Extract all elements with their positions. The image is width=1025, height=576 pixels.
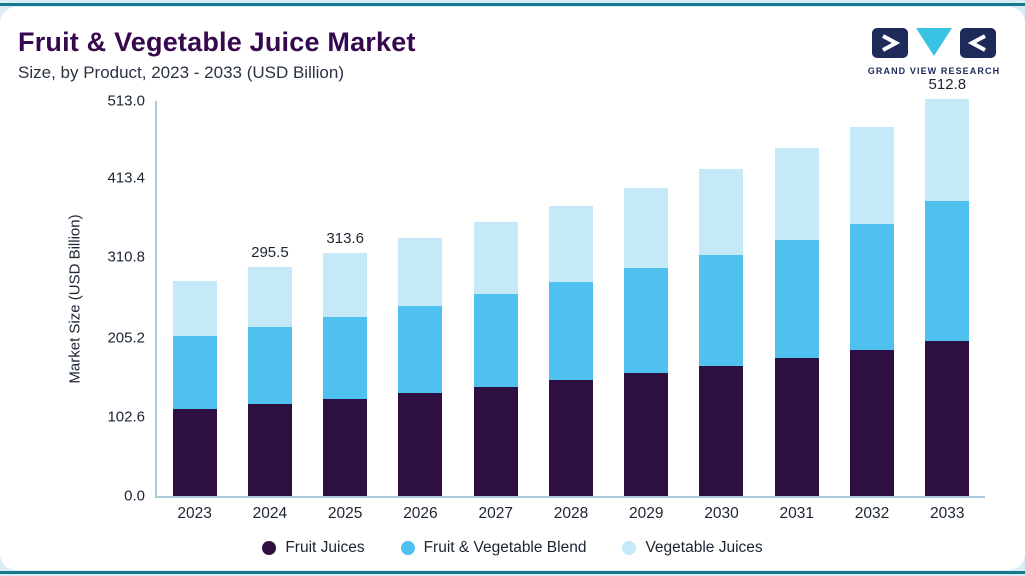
- bar-stack-2030: [699, 168, 744, 496]
- chart-card: Fruit & Vegetable Juice Market Size, by …: [0, 7, 1025, 570]
- segment-vegetable-juices-2023[interactable]: [172, 280, 217, 337]
- bottom-accent-line: [0, 571, 1025, 574]
- x-tick-2028: 2028: [553, 505, 589, 522]
- bar-stack-2024: [247, 267, 292, 496]
- segment-fruit-vegetable-blend-2024[interactable]: [247, 326, 292, 405]
- x-tick-2025: 2025: [327, 505, 363, 522]
- y-tick-205-2: 205.2: [107, 329, 145, 347]
- x-tick-2032: 2032: [854, 505, 890, 522]
- segment-vegetable-juices-2033[interactable]: [925, 99, 970, 201]
- legend-item-fruit-vegetable-blend[interactable]: Fruit & Vegetable Blend: [400, 539, 587, 557]
- bar-2026[interactable]: [383, 238, 458, 496]
- x-tick-2033: 2033: [930, 505, 965, 522]
- y-tick-310-8: 310.8: [107, 248, 145, 266]
- legend-label-fruit-vegetable-blend: Fruit & Vegetable Blend: [423, 539, 587, 556]
- bar-total-label-2025: 313.6: [326, 230, 364, 248]
- bar-2028[interactable]: [533, 205, 608, 496]
- segment-fruit-vegetable-blend-2027[interactable]: [473, 294, 518, 387]
- segment-fruit-vegetable-blend-2030[interactable]: [699, 254, 744, 366]
- bar-stack-2025: [323, 253, 368, 496]
- legend-label-fruit-juices: Fruit Juices: [285, 539, 365, 556]
- legend-dot-fruit-juices: [262, 541, 277, 555]
- segment-vegetable-juices-2027[interactable]: [473, 222, 518, 295]
- bar-2023[interactable]: [157, 280, 232, 496]
- y-tick-513-0: 513.0: [107, 92, 145, 110]
- segment-fruit-juices-2033[interactable]: [925, 340, 970, 496]
- segment-fruit-vegetable-blend-2029[interactable]: [624, 268, 669, 374]
- x-tick-2026: 2026: [403, 505, 438, 522]
- bar-2027[interactable]: [458, 222, 533, 496]
- bar-stack-2028: [548, 205, 593, 496]
- bar-stack-2031: [774, 148, 819, 496]
- bar-2024[interactable]: 295.5: [232, 244, 307, 496]
- x-tick-2024: 2024: [252, 505, 288, 522]
- gvr-logo-text: GRAND VIEW RESEARCH: [867, 66, 1001, 76]
- legend-dot-vegetable-juices: [622, 541, 637, 555]
- segment-fruit-vegetable-blend-2028[interactable]: [548, 281, 593, 381]
- top-accent-line: [0, 3, 1025, 6]
- bar-stack-2032: [850, 126, 895, 496]
- bar-2030[interactable]: [684, 168, 759, 496]
- segment-fruit-vegetable-blend-2025[interactable]: [323, 316, 368, 399]
- segment-fruit-juices-2030[interactable]: [699, 366, 744, 496]
- x-tick-2027: 2027: [478, 505, 513, 522]
- legend-item-fruit-juices[interactable]: Fruit Juices: [262, 539, 365, 557]
- segment-vegetable-juices-2026[interactable]: [398, 238, 443, 306]
- bars-container: 295.5 313.6 512.8: [157, 76, 985, 496]
- x-tick-2029: 2029: [628, 505, 664, 522]
- x-tick-2023: 2023: [177, 505, 212, 522]
- segment-fruit-juices-2032[interactable]: [850, 349, 895, 496]
- bar-2033[interactable]: 512.8: [910, 76, 985, 496]
- segment-fruit-juices-2031[interactable]: [774, 358, 819, 496]
- segment-fruit-juices-2026[interactable]: [398, 393, 443, 496]
- x-tick-2031: 2031: [779, 505, 814, 522]
- segment-fruit-juices-2023[interactable]: [172, 409, 217, 496]
- segment-vegetable-juices-2025[interactable]: [323, 253, 368, 317]
- x-axis-ticks: 2023 2024 2025 2026 2027 2028 2029 2030 2031 2032…: [157, 505, 985, 523]
- segment-fruit-juices-2025[interactable]: [323, 398, 368, 496]
- y-tick-413-4: 413.4: [107, 169, 145, 187]
- y-tick-102-6: 102.6: [107, 408, 145, 426]
- segment-fruit-juices-2029[interactable]: [624, 373, 669, 496]
- chart-subtitle: Size, by Product, 2023 - 2033 (USD Billi…: [18, 63, 344, 82]
- plot-area: 0.0 102.6 205.2 310.8 413.4 513.0 295.5 313.6 5…: [107, 76, 985, 522]
- segment-fruit-vegetable-blend-2032[interactable]: [850, 223, 895, 350]
- bar-2031[interactable]: [759, 148, 834, 496]
- segment-fruit-juices-2027[interactable]: [473, 386, 518, 496]
- segment-fruit-vegetable-blend-2033[interactable]: [925, 200, 970, 341]
- bar-total-label-2024: 295.5: [251, 244, 289, 262]
- bar-total-label-2033: 512.8: [928, 76, 967, 94]
- legend-dot-fruit-vegetable-blend: [400, 541, 415, 555]
- grand-view-research-logo: GRAND VIEW RESEARCH: [859, 27, 1009, 76]
- segment-fruit-vegetable-blend-2031[interactable]: [774, 239, 819, 359]
- segment-vegetable-juices-2028[interactable]: [548, 205, 593, 282]
- y-tick-0-0: 0.0: [124, 487, 145, 505]
- segment-fruit-vegetable-blend-2023[interactable]: [172, 336, 217, 410]
- segment-vegetable-juices-2029[interactable]: [624, 187, 669, 269]
- chart-header: Fruit & Vegetable Juice Market Size, by …: [18, 27, 1009, 93]
- y-axis-title: Market Size (USD Billion): [66, 214, 84, 384]
- segment-vegetable-juices-2032[interactable]: [850, 126, 895, 224]
- x-tick-2030: 2030: [704, 505, 739, 522]
- legend-label-vegetable-juices: Vegetable Juices: [645, 539, 763, 556]
- segment-fruit-juices-2024[interactable]: [247, 404, 292, 496]
- bar-2025[interactable]: 313.6: [308, 230, 383, 496]
- bar-2029[interactable]: [609, 187, 684, 496]
- bar-stack-2027: [473, 222, 518, 496]
- bar-stack-2029: [624, 187, 669, 496]
- bar-stack-2026: [398, 238, 443, 496]
- segment-vegetable-juices-2024[interactable]: [247, 267, 292, 327]
- chart-title: Fruit & Vegetable Juice Market: [18, 27, 416, 57]
- chart-legend: Fruit Juices Fruit & Vegetable Blend Veget…: [0, 539, 1025, 557]
- gvr-logo-mark-icon: [872, 28, 996, 58]
- segment-fruit-vegetable-blend-2026[interactable]: [398, 305, 443, 394]
- bar-2032[interactable]: [834, 126, 909, 496]
- legend-item-vegetable-juices[interactable]: Vegetable Juices: [622, 539, 763, 557]
- segment-vegetable-juices-2031[interactable]: [774, 148, 819, 240]
- bar-stack-2033: [925, 99, 970, 496]
- segment-fruit-juices-2028[interactable]: [548, 380, 593, 496]
- bar-stack-2023: [172, 280, 217, 496]
- segment-vegetable-juices-2030[interactable]: [699, 168, 744, 255]
